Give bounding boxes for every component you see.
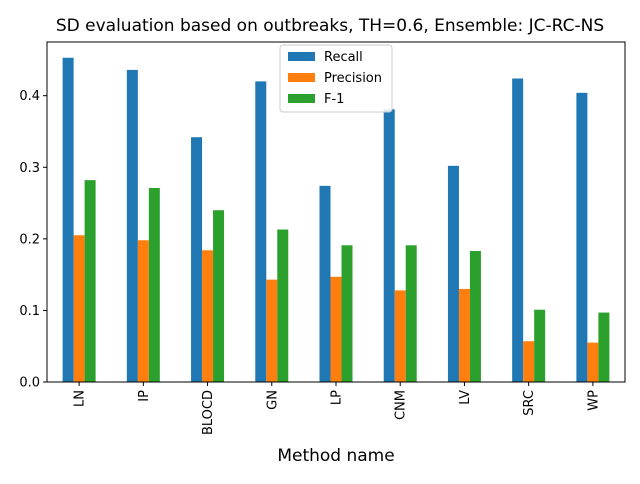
bar-precision-blocd <box>202 250 214 382</box>
bar-precision-ln <box>73 235 85 382</box>
bar-f1-lv <box>469 251 481 382</box>
y-tick-label: 0.2 <box>19 232 40 247</box>
bar-f1-lp <box>341 245 353 382</box>
bar-recall-cnm <box>383 109 395 382</box>
bar-precision-gn <box>266 279 278 382</box>
x-tick-label: BLOCD <box>201 390 216 435</box>
legend-label-precision: Precision <box>324 71 382 86</box>
bar-f1-ip <box>148 188 160 382</box>
plot-frame <box>46 41 626 383</box>
bar-recall-lp <box>319 185 331 382</box>
bar-recall-ln <box>62 57 74 382</box>
bar-f1-gn <box>277 229 289 382</box>
y-tick-label: 0.4 <box>19 89 40 104</box>
y-tick-label: 0.3 <box>19 161 40 176</box>
x-axis: LN IP BLOCD GN LP CNM LV SRC WP <box>73 382 601 435</box>
legend-swatch-f1 <box>288 94 315 103</box>
bar-f1-blocd <box>213 210 225 382</box>
x-tick-label: SRC <box>522 390 537 416</box>
y-tick-label: 0.1 <box>19 304 40 319</box>
bar-f1-cnm <box>405 245 417 382</box>
x-tick-label: LN <box>73 390 88 407</box>
x-tick-label: LP <box>330 390 345 405</box>
x-tick-label: LV <box>458 390 473 405</box>
bars-group <box>62 57 610 383</box>
bar-precision-ip <box>137 240 149 382</box>
bar-recall-src <box>512 78 524 383</box>
bar-precision-src <box>523 341 535 382</box>
legend-label-recall: Recall <box>324 50 363 65</box>
x-tick-label: IP <box>137 390 152 402</box>
bar-precision-wp <box>587 342 599 382</box>
x-axis-label: Method name <box>277 446 394 466</box>
legend-swatch-precision <box>288 73 315 82</box>
bar-recall-ip <box>126 69 138 383</box>
bar-recall-gn <box>255 81 267 383</box>
bar-f1-wp <box>598 312 610 382</box>
x-tick-label: CNM <box>394 390 409 420</box>
chart-title: SD evaluation based on outbreaks, TH=0.6… <box>56 16 604 36</box>
legend: Recall Precision F-1 <box>279 44 393 113</box>
bar-recall-wp <box>576 92 588 383</box>
bar-precision-lp <box>330 276 342 382</box>
y-tick-label: 0.0 <box>19 376 40 391</box>
y-axis: 0.0 0.1 0.2 0.3 0.4 <box>19 89 47 391</box>
bar-recall-lv <box>447 165 459 382</box>
legend-label-f1: F-1 <box>324 92 344 107</box>
x-tick-label: WP <box>586 390 601 411</box>
bar-precision-lv <box>458 288 470 382</box>
bar-recall-blocd <box>191 137 203 382</box>
x-tick-label: GN <box>265 390 280 410</box>
bar-precision-cnm <box>394 290 406 382</box>
legend-swatch-recall <box>288 52 315 61</box>
bar-f1-ln <box>84 180 96 382</box>
bar-f1-src <box>534 309 546 382</box>
